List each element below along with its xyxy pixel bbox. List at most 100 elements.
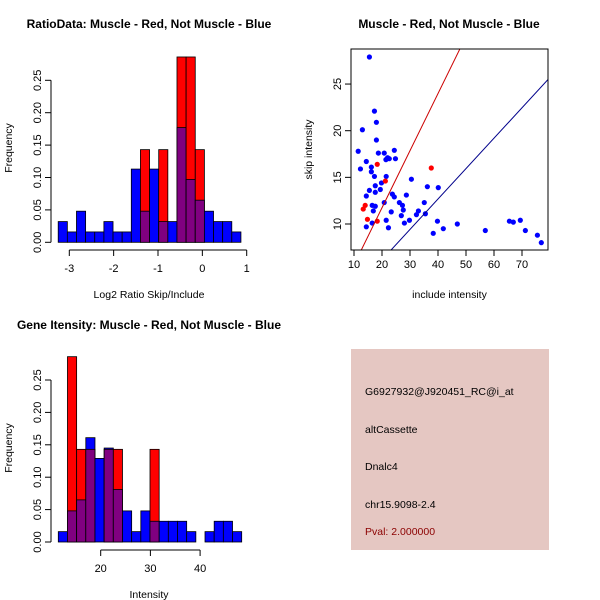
point-not-muscle	[430, 230, 436, 236]
point-not-muscle	[372, 183, 378, 189]
bar-not-muscle	[122, 510, 133, 543]
y-tick-label: 10	[332, 218, 344, 230]
point-not-muscle	[522, 227, 528, 234]
bar-not-muscle	[112, 231, 123, 243]
bar-not-muscle	[121, 231, 132, 243]
point-not-muscle	[421, 199, 427, 206]
y-tick-label: 0.20	[32, 102, 44, 123]
bar-not-muscle	[231, 231, 242, 243]
point-muscle	[382, 178, 388, 184]
chart-title: Gene Itensity: Muscle - Red, Not Muscle …	[17, 318, 281, 332]
bar-overlap	[140, 210, 150, 243]
y-tick-label: 0.15	[32, 134, 44, 155]
bar-not-muscle	[177, 520, 188, 543]
point-not-muscle	[388, 209, 394, 215]
point-not-muscle	[408, 176, 414, 182]
gene-name: Dnalc4	[365, 461, 398, 473]
point-not-muscle	[385, 225, 392, 231]
point-not-muscle	[506, 218, 512, 224]
info-panel: G6927932@J920451_RC@i_at altCassette Dna…	[351, 349, 549, 550]
point-not-muscle	[424, 184, 430, 190]
point-not-muscle	[401, 220, 407, 226]
point-not-muscle	[363, 158, 369, 165]
bar-overlap	[185, 179, 196, 243]
point-not-muscle	[373, 119, 379, 125]
point-muscle	[360, 206, 366, 212]
y-tick-label: 0.10	[32, 466, 44, 487]
histogram-intensity: Gene Itensity: Muscle - Red, Not Muscle …	[3, 318, 281, 600]
y-axis-label: skip intensity	[303, 119, 315, 180]
point-not-muscle	[510, 219, 516, 225]
point-not-muscle	[482, 227, 488, 234]
x-tick-label: 40	[432, 259, 444, 271]
bar-overlap	[158, 221, 169, 243]
bar-not-muscle	[140, 510, 151, 543]
y-axis-label: Frequency	[3, 122, 15, 172]
pval: Pval: 2.000000	[365, 526, 436, 538]
point-not-muscle	[538, 240, 544, 246]
x-tick-label: 20	[95, 563, 107, 575]
x-tick-label: 60	[488, 259, 500, 271]
point-not-muscle	[398, 213, 404, 219]
x-axis-label: Log2 Ratio Skip/Include	[94, 289, 205, 301]
point-not-muscle	[403, 192, 409, 198]
point-not-muscle	[371, 108, 378, 114]
histogram-ratio: RatioData: Muscle - Red, Not Muscle - Bl…	[3, 17, 272, 301]
point-not-muscle	[383, 217, 389, 223]
bar-not-muscle	[213, 221, 224, 243]
y-tick-label: 0.20	[32, 402, 44, 423]
y-tick-label: 0.10	[32, 167, 44, 188]
bar-not-muscle	[131, 531, 142, 543]
x-tick-label: 1	[244, 263, 250, 275]
chart-title: Muscle - Red, Not Muscle - Blue	[358, 17, 540, 31]
x-tick-label: 30	[144, 563, 156, 575]
bar-not-muscle	[76, 210, 87, 243]
y-tick-label: 0.25	[32, 369, 44, 390]
point-not-muscle	[391, 147, 397, 153]
point-not-muscle	[368, 169, 374, 175]
bar-overlap	[149, 520, 160, 543]
y-tick-label: 20	[332, 125, 344, 137]
y-tick-label: 0.05	[32, 499, 44, 520]
point-muscle	[374, 161, 380, 167]
y-tick-label: 25	[332, 78, 344, 90]
x-axis-label: include intensity	[412, 289, 487, 301]
point-not-muscle	[363, 224, 369, 230]
point-not-muscle	[454, 221, 460, 227]
genomic-location: chr15.9098-2.4	[365, 499, 436, 511]
bar-not-muscle	[232, 531, 243, 543]
bar-not-muscle	[222, 221, 233, 243]
y-axis-label: Frequency	[3, 422, 15, 472]
point-not-muscle	[373, 137, 379, 143]
x-tick-label: -1	[153, 263, 163, 275]
point-muscle	[364, 216, 371, 222]
point-not-muscle	[357, 166, 364, 172]
bar-not-muscle	[204, 531, 215, 543]
x-tick-label: 0	[199, 263, 205, 275]
bar-not-muscle	[222, 520, 233, 543]
bar-overlap	[103, 448, 114, 543]
y-tick-label: 0.00	[32, 531, 44, 552]
scatter-plot: Muscle - Red, Not Muscle - Blue 10 20 30 40 5…	[303, 17, 549, 301]
x-tick-label: 10	[348, 259, 360, 271]
x-tick-label: 50	[460, 259, 472, 271]
point-not-muscle	[366, 54, 372, 60]
bar-not-muscle	[167, 520, 178, 543]
bar-overlap	[112, 489, 123, 543]
bar-overlap	[76, 499, 87, 543]
regression-line-not-muscle-fit	[390, 79, 548, 250]
point-not-muscle	[359, 127, 365, 133]
point-not-muscle	[372, 189, 378, 195]
bar-not-muscle	[85, 231, 96, 243]
point-not-muscle	[383, 173, 389, 180]
point-not-muscle	[399, 202, 406, 208]
point-not-muscle	[355, 148, 361, 154]
x-axis-label: Intensity	[129, 589, 169, 600]
point-not-muscle	[392, 156, 399, 162]
bar-not-muscle	[103, 221, 114, 243]
point-not-muscle	[534, 232, 541, 238]
bar-not-muscle	[203, 210, 214, 243]
point-not-muscle	[370, 208, 376, 214]
bar-not-muscle	[57, 531, 68, 543]
